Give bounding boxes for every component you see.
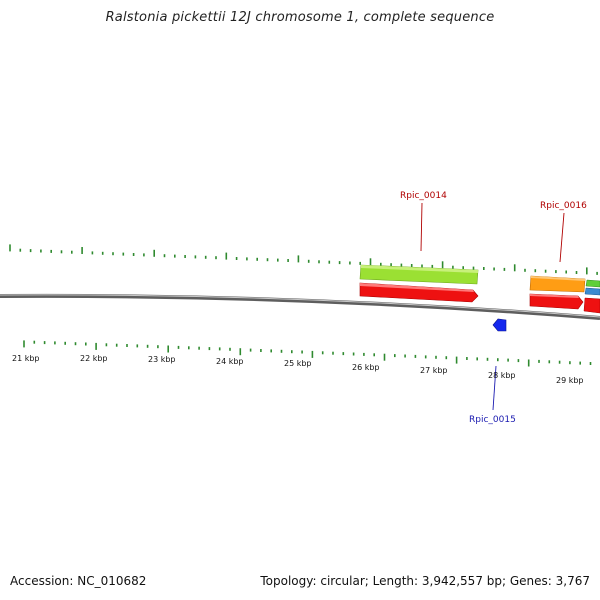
label-line-rpic-0015 bbox=[492, 365, 497, 411]
scale-label-25kbp: 25 kbp bbox=[284, 359, 312, 368]
gene-label-rpic-0015[interactable]: Rpic_0015 bbox=[469, 415, 516, 425]
outer-tick-track bbox=[9, 244, 598, 275]
accession-text: Accession: NC_010682 bbox=[10, 574, 147, 588]
gene-feature-next-green[interactable] bbox=[585, 279, 600, 288]
map-title: Ralstonia pickettii 12J chromosome 1, co… bbox=[105, 10, 495, 25]
scale-label-24kbp: 24 kbp bbox=[216, 357, 244, 366]
gene-feature-rpic-0014-cds-shine bbox=[361, 265, 478, 273]
chromosome-backbone-highlight bbox=[0, 294, 600, 318]
scale-label-27kbp: 27 kbp bbox=[420, 366, 448, 375]
gene-label-rpic-0016[interactable]: Rpic_0016 bbox=[540, 201, 587, 211]
gene-feature-rpic-0016-cds-shine bbox=[531, 276, 585, 281]
label-line-rpic-0016 bbox=[559, 212, 565, 263]
scale-label-26kbp: 26 kbp bbox=[352, 363, 380, 372]
gene-arrow-rpic-0016-shine bbox=[530, 294, 579, 298]
label-line-rpic-0014 bbox=[420, 202, 423, 252]
gene-arrow-rpic-0015[interactable] bbox=[492, 318, 507, 332]
chromosome-backbone bbox=[0, 293, 600, 320]
scale-label-22kbp: 22 kbp bbox=[80, 354, 108, 363]
scale-label-23kbp: 23 kbp bbox=[148, 355, 176, 364]
scale-label-21kbp: 21 kbp bbox=[12, 354, 40, 363]
gene-arrow-next-red[interactable] bbox=[583, 297, 600, 314]
scale-label-28kbp: 28 kbp bbox=[488, 371, 516, 380]
gene-label-rpic-0014[interactable]: Rpic_0014 bbox=[400, 191, 447, 201]
summary-text: Topology: circular; Length: 3,942,557 bp… bbox=[260, 574, 590, 588]
inner-tick-track bbox=[23, 340, 600, 370]
scale-label-29kbp: 29 kbp bbox=[556, 376, 584, 385]
gene-arrow-rpic-0016[interactable] bbox=[529, 293, 584, 310]
gene-arrow-rpic-0014-shine bbox=[360, 283, 474, 292]
gene-feature-next-blue[interactable] bbox=[584, 287, 600, 296]
